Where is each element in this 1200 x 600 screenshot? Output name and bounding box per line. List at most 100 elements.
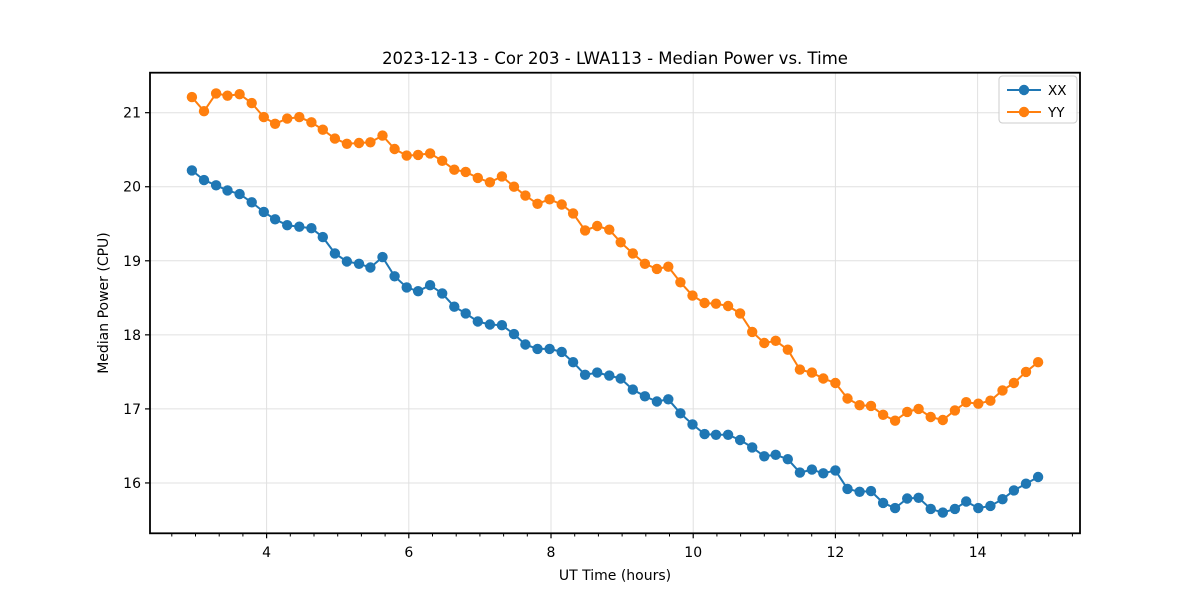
data-point-YY <box>544 194 555 205</box>
data-point-XX <box>842 483 853 495</box>
data-point-XX <box>353 258 365 269</box>
data-point-YY <box>782 344 793 355</box>
data-point-XX <box>710 429 722 440</box>
data-point-YY <box>341 138 353 149</box>
data-point-YY <box>961 397 972 408</box>
x-tick-label: 14 <box>969 545 987 561</box>
legend: XX YY <box>998 75 1078 124</box>
data-point-XX <box>722 429 734 440</box>
data-point-XX <box>854 486 865 497</box>
data-point-XX <box>663 394 674 405</box>
data-point-YY <box>818 373 829 384</box>
data-point-YY <box>830 377 841 389</box>
data-point-YY <box>484 177 496 188</box>
data-point-XX <box>687 419 698 430</box>
data-point-XX <box>449 301 460 312</box>
data-point-YY <box>985 395 996 406</box>
data-point-XX <box>508 328 520 340</box>
data-point-XX <box>532 343 543 355</box>
data-point-YY <box>294 111 305 123</box>
data-point-XX <box>1008 485 1020 496</box>
data-point-YY <box>234 89 245 100</box>
data-point-YY <box>651 263 663 275</box>
y-axis-label: Median Power (CPU) <box>96 232 112 374</box>
data-point-YY <box>210 88 222 99</box>
data-point-YY <box>663 261 674 272</box>
data-point-YY <box>532 198 543 209</box>
data-point-XX <box>902 493 913 504</box>
data-point-YY <box>449 164 460 175</box>
axis-layer: 4 6 8 10 12 14 16 17 18 19 20 21 <box>123 71 1081 561</box>
data-point-XX <box>925 503 936 515</box>
data-point-XX <box>269 214 281 225</box>
data-point-YY <box>317 124 328 135</box>
data-point-XX <box>282 220 293 231</box>
data-point-XX <box>496 320 508 331</box>
data-point-YY <box>615 237 626 248</box>
data-point-XX <box>329 248 341 259</box>
data-point-XX <box>759 451 770 462</box>
data-point-YY <box>365 137 376 148</box>
data-point-YY <box>401 150 412 161</box>
data-point-XX <box>365 262 376 273</box>
data-point-XX <box>592 367 603 378</box>
data-point-XX <box>460 308 471 319</box>
data-point-XX <box>437 288 448 299</box>
data-point-YY <box>759 337 770 349</box>
data-point-XX <box>782 454 793 465</box>
series-line-YY <box>190 92 1040 422</box>
data-point-YY <box>902 406 913 418</box>
data-point-XX <box>961 496 972 507</box>
series-layer <box>186 88 1044 518</box>
series-line-XX <box>190 169 1040 514</box>
data-point-XX <box>198 174 210 186</box>
y-tick-label: 19 <box>123 254 141 270</box>
data-point-XX <box>734 434 746 446</box>
data-point-XX <box>865 485 877 497</box>
data-point-YY <box>186 91 198 103</box>
data-point-XX <box>246 197 257 208</box>
data-point-XX <box>258 206 269 218</box>
x-tick-label: 10 <box>684 545 702 561</box>
data-point-YY <box>937 414 948 426</box>
data-point-YY <box>377 130 388 141</box>
data-point-YY <box>627 248 638 259</box>
x-tick-label: 6 <box>404 545 413 561</box>
grid-layer <box>150 72 1080 534</box>
data-point-YY <box>925 411 936 423</box>
data-point-XX <box>186 165 198 176</box>
data-point-YY <box>353 137 365 149</box>
data-point-XX <box>341 256 353 267</box>
data-point-YY <box>973 398 984 409</box>
data-point-YY <box>842 393 853 404</box>
data-point-XX <box>615 373 626 384</box>
data-point-YY <box>269 118 281 129</box>
data-point-YY <box>567 208 579 219</box>
data-point-XX <box>806 464 818 475</box>
data-point-YY <box>389 143 400 155</box>
data-point-YY <box>889 415 901 426</box>
legend-label-YY: YY <box>1047 105 1065 121</box>
y-tick-label: 20 <box>123 180 141 196</box>
data-point-XX <box>401 282 412 293</box>
data-point-YY <box>675 277 686 288</box>
y-tick-label: 18 <box>123 328 141 344</box>
y-tick-label: 21 <box>123 106 141 122</box>
data-point-XX <box>294 221 305 232</box>
data-point-YY <box>258 111 269 123</box>
legend-label-XX: XX <box>1048 83 1067 99</box>
data-point-XX <box>556 346 567 358</box>
legend-marker-XX <box>1018 84 1030 96</box>
data-point-YY <box>282 113 293 124</box>
data-point-YY <box>592 220 603 232</box>
data-point-YY <box>770 335 781 346</box>
data-point-YY <box>722 300 734 312</box>
data-point-XX <box>651 396 663 407</box>
data-point-XX <box>520 339 531 350</box>
data-point-XX <box>567 357 579 368</box>
data-point-YY <box>329 133 341 144</box>
axes-frame <box>149 71 1081 535</box>
data-point-XX <box>830 465 841 476</box>
